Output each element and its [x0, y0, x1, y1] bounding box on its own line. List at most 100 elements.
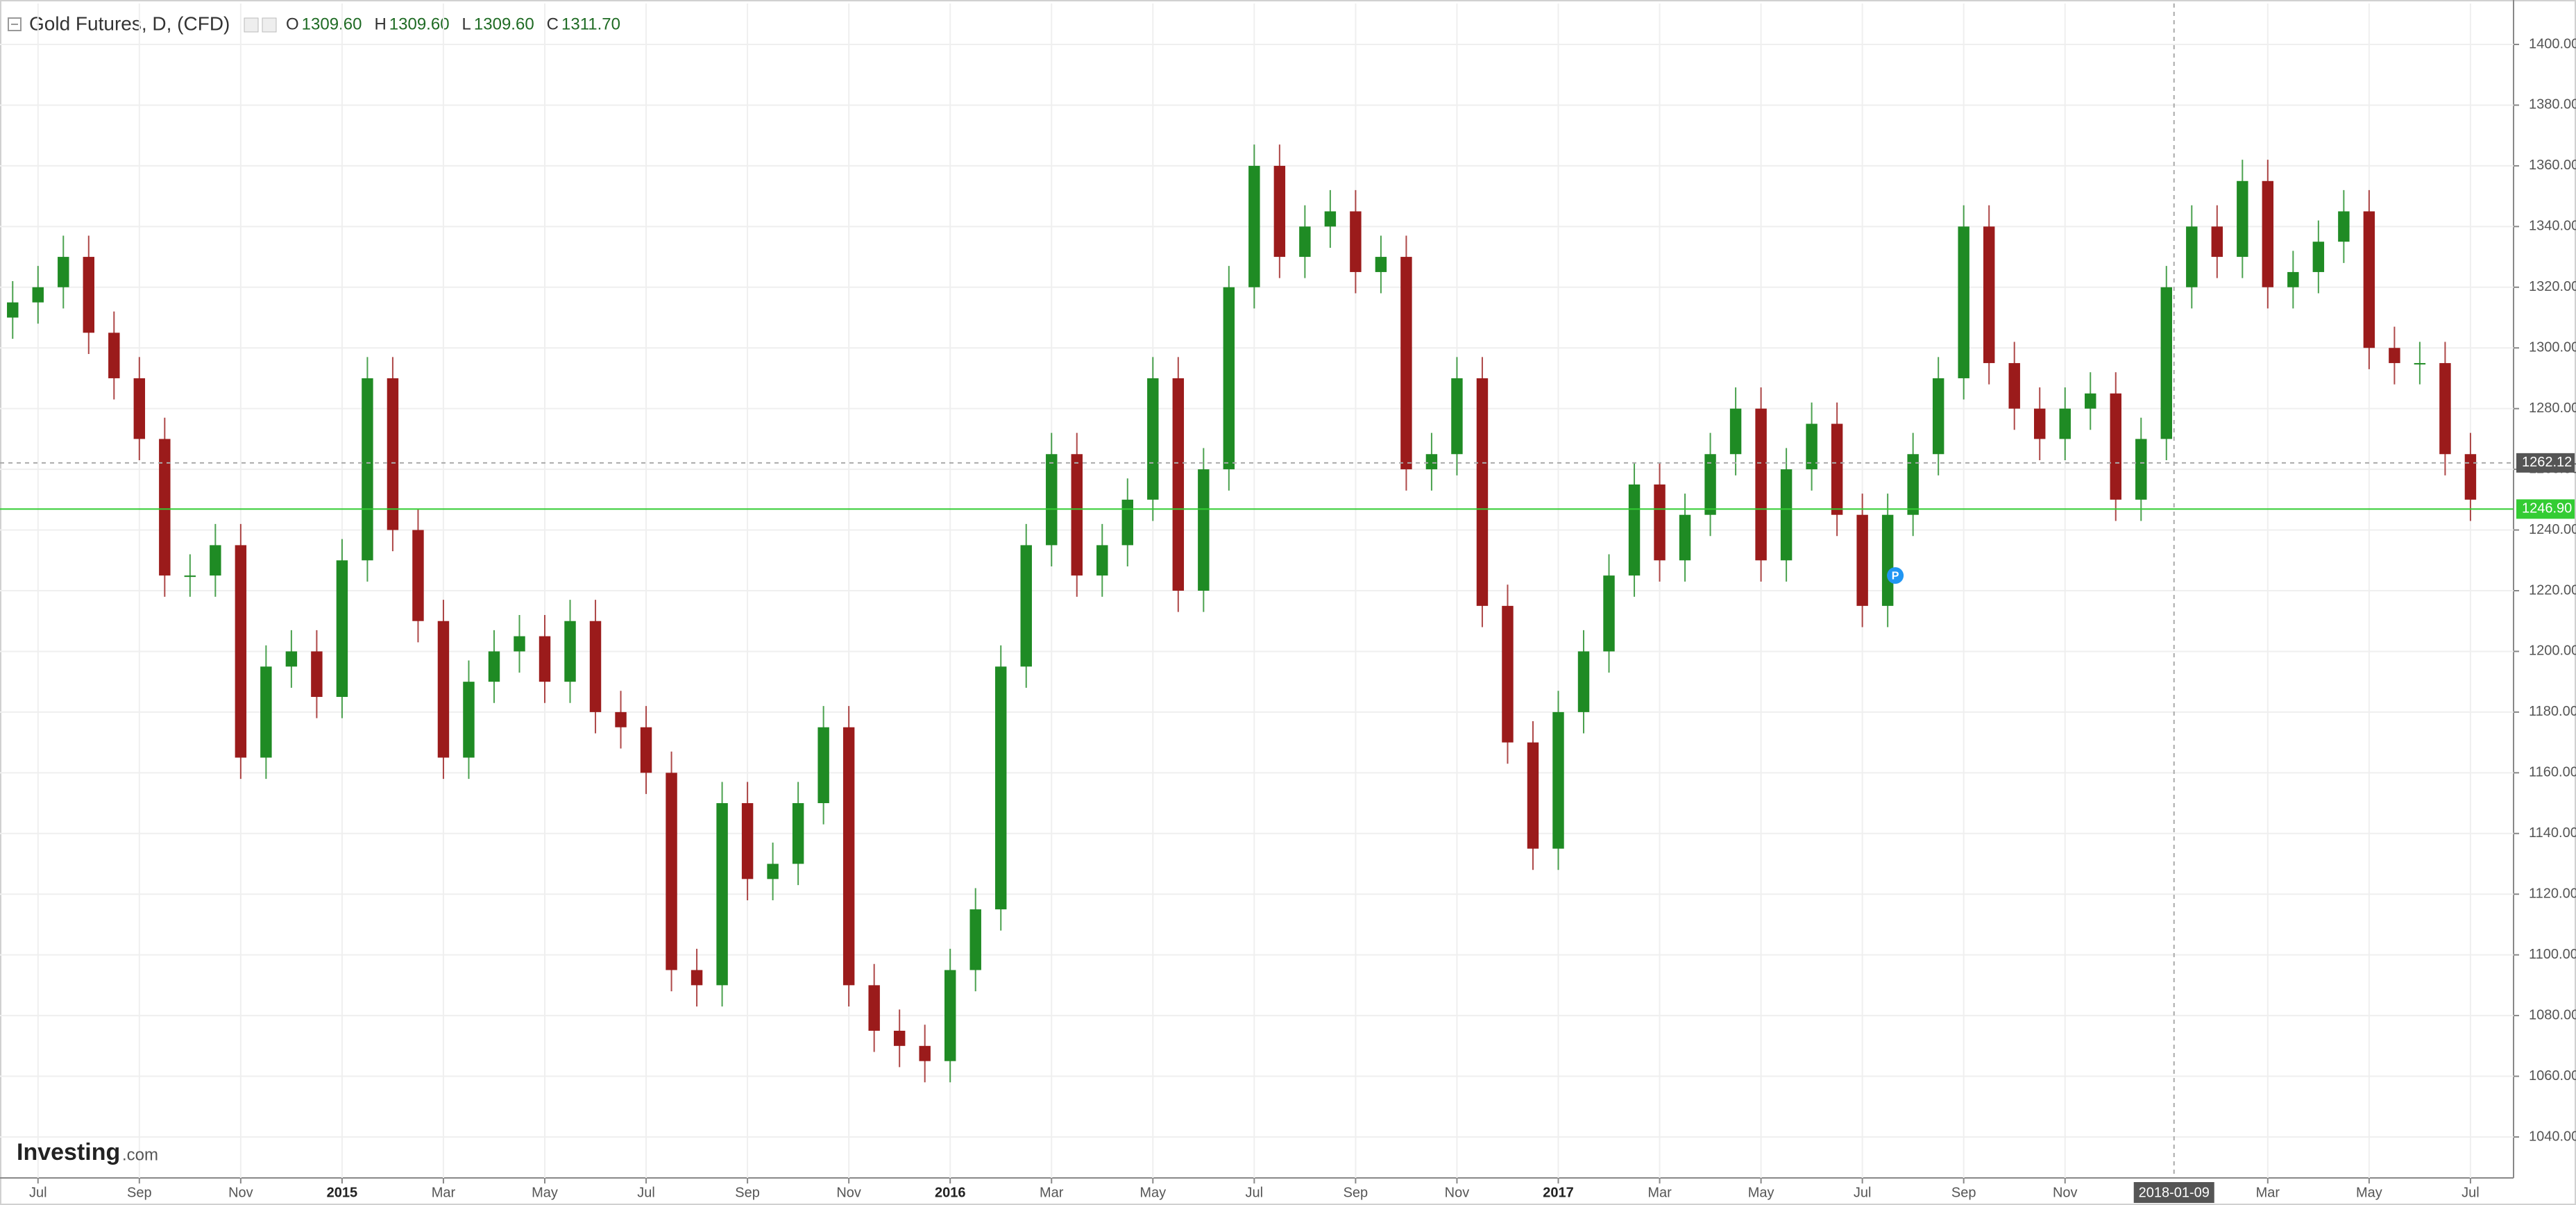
candle-body	[2262, 180, 2274, 287]
crosshair-x-label: 2018-01-09	[2139, 1185, 2210, 1200]
x-tick-label: Mar	[2256, 1185, 2280, 1200]
candle-body	[1400, 257, 1412, 470]
candle-body	[1248, 165, 1260, 287]
candle-body	[58, 257, 69, 287]
x-tick-label: May	[532, 1185, 558, 1200]
x-tick-label: Mar	[1647, 1185, 1672, 1200]
y-tick-label: 1180.00	[2529, 704, 2576, 719]
candle-body	[1806, 423, 1817, 470]
candle-body	[1121, 499, 1134, 546]
x-tick-label: 2015	[327, 1185, 358, 1200]
collapse-icon[interactable]	[8, 17, 22, 31]
candle-body	[868, 985, 880, 1031]
candle-body	[1425, 454, 1438, 470]
candle-body	[1147, 378, 1159, 500]
x-tick-label: May	[2356, 1185, 2382, 1200]
candle-body	[336, 560, 348, 698]
candle-body	[2237, 180, 2248, 258]
x-tick-label: Nov	[2053, 1185, 2078, 1200]
candle-body	[539, 636, 551, 682]
candle-body	[133, 378, 146, 439]
candle-body	[589, 621, 602, 712]
candle-body	[2312, 242, 2325, 272]
candle-body	[1527, 742, 1539, 849]
candle-body	[1071, 454, 1083, 576]
candle-body	[412, 530, 424, 621]
candle-body	[1476, 378, 1489, 606]
candle-body	[108, 332, 120, 378]
candle-body	[1907, 454, 1919, 515]
candle-body	[311, 651, 323, 698]
legend-key: C	[547, 15, 559, 33]
crosshair-x-label-bg	[2133, 1182, 2214, 1203]
candle-body	[488, 651, 500, 682]
last-price-label-bg	[2516, 499, 2575, 519]
legend-key: L	[462, 15, 471, 33]
y-tick-label: 1040.00	[2529, 1129, 2576, 1144]
candle-body	[387, 378, 399, 530]
candle-body	[792, 803, 804, 864]
candle-body	[1273, 165, 1286, 258]
x-tick-label: Jul	[2461, 1185, 2480, 1200]
y-tick-label: 1100.00	[2529, 947, 2576, 962]
candle-body	[2160, 287, 2172, 439]
candle-body	[235, 545, 247, 758]
candle-body	[2110, 393, 2121, 500]
candle-body	[1198, 469, 1210, 591]
y-tick-label: 1360.00	[2529, 158, 2576, 173]
x-tick-label: Sep	[1344, 1185, 1368, 1200]
legend-key: O	[286, 15, 299, 33]
legend-value: 1309.60	[389, 15, 450, 33]
candle-body	[1324, 211, 1337, 227]
candle-body	[1451, 378, 1463, 455]
candle-body	[1375, 257, 1387, 272]
candle-body	[1096, 545, 1108, 576]
legend-value: 1309.60	[302, 15, 362, 33]
candle-body	[817, 727, 829, 804]
candle-body	[842, 727, 855, 986]
hide-icon[interactable]	[262, 17, 277, 33]
candle-body	[716, 803, 728, 986]
candle-body	[210, 545, 221, 576]
annotation-label: P	[1892, 570, 1899, 582]
legend-key: H	[374, 15, 386, 33]
candle-body	[690, 970, 703, 986]
legend-value: 1311.70	[561, 15, 620, 33]
candle-body	[564, 621, 576, 682]
candle-body	[184, 575, 196, 578]
candle-body	[2338, 211, 2350, 242]
y-tick-label: 1200.00	[2529, 643, 2576, 659]
x-tick-label: Mar	[1040, 1185, 1064, 1200]
x-tick-label: Jul	[1854, 1185, 1872, 1200]
header: Gold Futures, D, (CFD)	[8, 12, 277, 34]
x-tick-label: May	[1748, 1185, 1774, 1200]
y-tick-label: 1280.00	[2529, 401, 2576, 416]
x-tick-label: Sep	[1951, 1185, 1976, 1200]
candle-body	[2186, 226, 2198, 287]
ohlc-legend: O 1309.60 H 1309.60 L 1309.60 C 1311.70	[286, 15, 620, 33]
candle-body	[2059, 408, 2071, 439]
candle-body	[32, 287, 44, 303]
candle-body	[2464, 454, 2477, 500]
x-tick-label: Nov	[1445, 1185, 1470, 1200]
x-tick-label: 2017	[1543, 1185, 1574, 1200]
legend-value: 1309.60	[474, 15, 534, 33]
candle-body	[1958, 226, 1969, 378]
candle-body	[1299, 226, 1311, 258]
candle-body	[2389, 348, 2400, 364]
candle-body	[1350, 211, 1362, 272]
candle-body	[1046, 454, 1058, 546]
candle-body	[1729, 408, 1742, 455]
x-tick-label: Jul	[29, 1185, 47, 1200]
candle-body	[1628, 484, 1641, 576]
candle-body	[159, 439, 171, 576]
settings-icon[interactable]	[244, 17, 259, 33]
y-tick-label: 1160.00	[2529, 765, 2576, 780]
y-tick-label: 1380.00	[2529, 97, 2576, 112]
candle-body	[2008, 363, 2020, 409]
candle-body	[2414, 363, 2426, 365]
x-tick-label: Jul	[1246, 1185, 1264, 1200]
candle-body	[1502, 605, 1514, 743]
last-price-label: 1246.90	[2522, 501, 2572, 516]
